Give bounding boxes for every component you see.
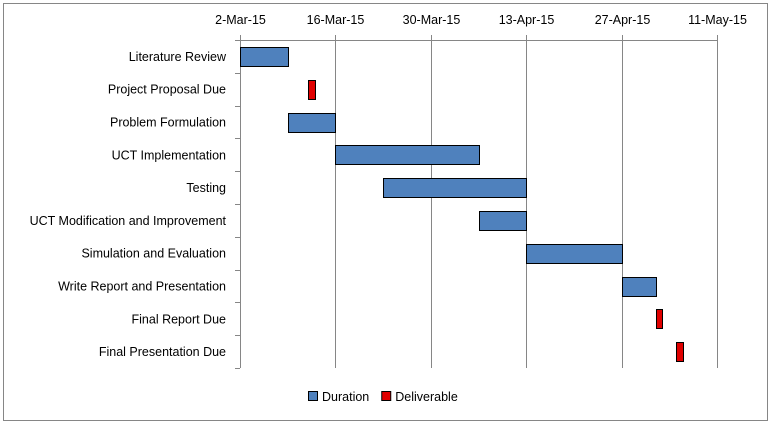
bar-7 [622,277,657,297]
legend: Duration Deliverable [308,390,458,404]
bars [240,47,684,362]
bar-1 [308,80,316,100]
bar-0 [240,47,289,67]
task-label-1: Project Proposal Due [108,83,226,97]
bar-6 [526,244,623,264]
chart-frame [3,3,768,421]
bar-4 [383,178,527,198]
bar-8 [656,309,663,329]
bar-3 [335,145,480,165]
bar-2 [288,113,336,133]
task-label-9: Final Presentation Due [99,345,226,359]
task-label-2: Problem Formulation [110,116,226,130]
bar-5 [479,211,527,231]
legend-label-0: Duration [322,390,369,404]
task-label-8: Final Report Due [132,312,227,326]
x-tick-label-2: 30-Mar-15 [403,13,461,27]
legend-swatch-1 [381,391,392,401]
x-tick-label-3: 13-Apr-15 [499,13,555,27]
bar-9 [676,342,684,362]
x-axis: 2-Mar-15 16-Mar-15 30-Mar-15 13-Apr-15 27-Ap… [215,13,747,369]
legend-label-1: Deliverable [395,390,458,404]
x-tick-label-4: 27-Apr-15 [595,13,651,27]
x-tick-label-0: 2-Mar-15 [215,13,266,27]
task-label-0: Literature Review [129,50,227,64]
category-labels: Literature Review Project Proposal Due Pro… [30,50,227,359]
task-label-6: Simulation and Evaluation [81,247,226,261]
task-label-3: UCT Implementation [112,148,226,162]
task-label-5: UCT Modification and Improvement [30,214,227,228]
x-tick-label-5: 11-May-15 [688,13,747,27]
legend-swatch-0 [308,391,318,401]
task-label-7: Write Report and Presentation [58,280,226,294]
x-tick-label-1: 16-Mar-15 [307,13,365,27]
task-label-4: Testing [186,181,226,195]
